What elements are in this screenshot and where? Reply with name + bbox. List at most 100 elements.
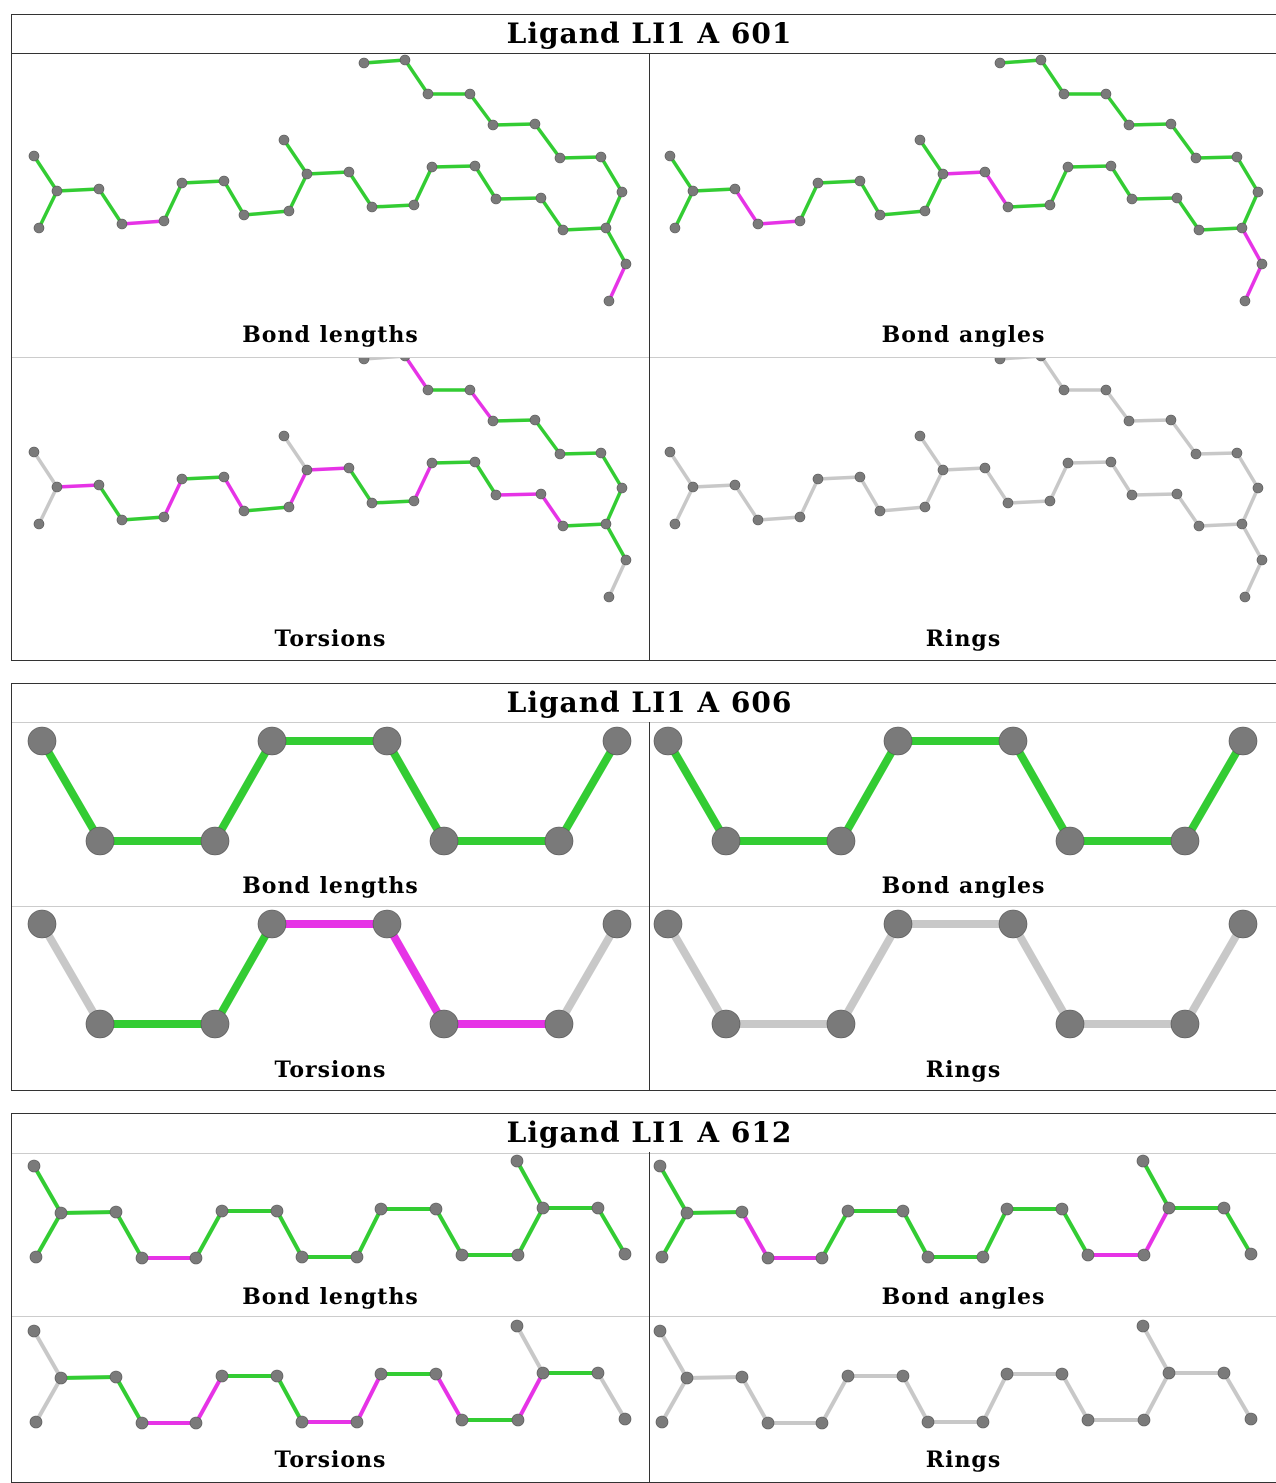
bond bbox=[837, 737, 902, 845]
bond bbox=[404, 358, 430, 392]
atom bbox=[653, 1159, 667, 1173]
bond bbox=[1066, 164, 1113, 169]
atom bbox=[116, 514, 128, 526]
bond bbox=[305, 466, 351, 472]
atom bbox=[914, 430, 926, 442]
ligand-block-612: Ligand LI1 A 612 Bond lengths Bond angle… bbox=[11, 1113, 1276, 1483]
atom bbox=[158, 215, 170, 227]
atom bbox=[752, 218, 764, 230]
molecule-diagram bbox=[27, 726, 632, 856]
molecule-diagram bbox=[27, 909, 632, 1039]
bond bbox=[816, 179, 862, 185]
bond bbox=[1006, 499, 1052, 505]
bond bbox=[599, 155, 624, 194]
torsions-panel: Torsions bbox=[12, 1317, 649, 1479]
atom bbox=[270, 1369, 284, 1383]
bond bbox=[685, 1375, 744, 1380]
atom bbox=[557, 224, 569, 236]
atom bbox=[711, 826, 741, 856]
bond bbox=[1006, 203, 1052, 209]
bond bbox=[983, 466, 1010, 505]
atom bbox=[28, 446, 40, 458]
atom bbox=[189, 1251, 203, 1265]
atom bbox=[544, 1009, 574, 1039]
bond bbox=[1142, 1371, 1171, 1422]
atom bbox=[669, 518, 681, 530]
atom bbox=[429, 1367, 443, 1381]
atom bbox=[54, 1371, 68, 1385]
atom bbox=[874, 505, 886, 517]
bond bbox=[162, 477, 184, 519]
atom bbox=[366, 497, 378, 509]
molecule-diagram bbox=[664, 358, 1268, 603]
atom bbox=[1036, 358, 1046, 362]
bond bbox=[733, 483, 760, 522]
rings-panel: Rings bbox=[650, 358, 1276, 661]
bond bbox=[1104, 92, 1131, 127]
bond bbox=[1039, 58, 1066, 96]
atom bbox=[109, 1370, 123, 1384]
atom bbox=[1136, 1154, 1150, 1168]
atom bbox=[257, 909, 287, 939]
ligand-title: Ligand LI1 A 601 bbox=[506, 17, 793, 50]
atom bbox=[238, 505, 250, 517]
atom bbox=[994, 57, 1006, 69]
atom bbox=[1217, 1201, 1231, 1215]
bond bbox=[34, 1376, 63, 1424]
atom bbox=[1217, 1366, 1231, 1380]
bond bbox=[1240, 226, 1264, 266]
bond bbox=[1130, 196, 1179, 201]
atom bbox=[301, 168, 313, 180]
bond bbox=[740, 1210, 770, 1260]
bond bbox=[1141, 1324, 1171, 1375]
bond bbox=[983, 170, 1010, 209]
bond bbox=[673, 189, 695, 230]
atom bbox=[815, 1251, 829, 1265]
atom bbox=[1190, 448, 1202, 460]
atom bbox=[372, 909, 402, 939]
atom bbox=[510, 1154, 524, 1168]
ligand-title: Ligand LI1 A 612 bbox=[506, 1116, 793, 1149]
bond bbox=[97, 187, 124, 226]
bond bbox=[362, 58, 407, 65]
panel-label: Torsions bbox=[274, 626, 387, 652]
bond bbox=[798, 181, 820, 223]
atom bbox=[680, 1371, 694, 1385]
atom bbox=[490, 193, 502, 205]
bond bbox=[275, 1209, 304, 1259]
bond bbox=[1141, 1159, 1171, 1210]
atom bbox=[914, 134, 926, 146]
rings-panel: Rings bbox=[650, 907, 1276, 1090]
bond bbox=[305, 170, 351, 176]
atom bbox=[116, 218, 128, 230]
bond bbox=[37, 189, 59, 230]
atom bbox=[883, 726, 913, 756]
bond bbox=[38, 737, 104, 845]
atom bbox=[591, 1366, 605, 1380]
bond bbox=[34, 1211, 63, 1259]
atom bbox=[283, 501, 295, 513]
atom bbox=[1000, 1367, 1014, 1381]
panel-label: Torsions bbox=[274, 1057, 387, 1083]
bond bbox=[222, 475, 246, 513]
bond bbox=[162, 181, 184, 223]
atom bbox=[602, 909, 632, 939]
atom bbox=[1055, 1009, 1085, 1039]
atom bbox=[135, 1416, 149, 1430]
atom bbox=[372, 726, 402, 756]
atom bbox=[812, 473, 824, 485]
atom bbox=[653, 909, 683, 939]
atom bbox=[557, 520, 569, 532]
bond bbox=[555, 920, 621, 1028]
atom bbox=[536, 1366, 550, 1380]
bond bbox=[59, 1210, 118, 1215]
atom bbox=[535, 192, 547, 204]
bond bbox=[604, 486, 624, 526]
atom bbox=[595, 151, 607, 163]
bond bbox=[114, 1375, 144, 1425]
molecule-diagram bbox=[27, 1154, 632, 1265]
atom bbox=[544, 826, 574, 856]
bond bbox=[816, 475, 862, 481]
atom bbox=[1137, 1248, 1151, 1262]
bond bbox=[1040, 358, 1066, 392]
